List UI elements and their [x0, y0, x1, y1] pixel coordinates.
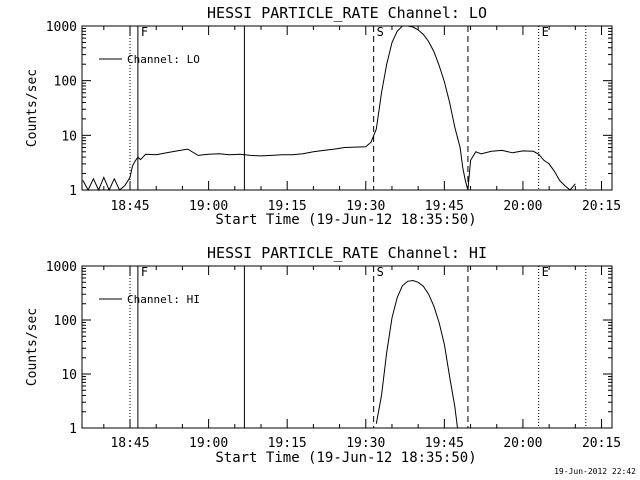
x-tick-label: 20:15 [582, 436, 621, 451]
event-marker-label: S [377, 25, 384, 39]
y-tick-label: 1 [69, 184, 77, 199]
x-tick-label: 19:15 [268, 436, 307, 451]
x-tick-label: 20:15 [582, 199, 621, 214]
y-axis-label: Counts/sec [25, 308, 40, 386]
x-tick-label: 19:15 [268, 199, 307, 214]
chart-title: HESSI PARTICLE_RATE Channel: HI [207, 244, 487, 262]
panel-2: HESSI PARTICLE_RATE Channel: HI 1 10 100 100… [25, 244, 621, 466]
x-tick-label: 19:30 [346, 199, 385, 214]
y-tick-label: 10 [61, 129, 77, 144]
y-tick-label: 100 [54, 314, 77, 329]
panel-1: HESSI PARTICLE_RATE Channel: LO 1 10 100 100… [25, 4, 621, 228]
y-tick-label: 1 [69, 422, 77, 437]
x-tick-label: 18:45 [110, 436, 149, 451]
chart-title: HESSI PARTICLE_RATE Channel: LO [207, 4, 487, 22]
x-tick-label: 19:30 [346, 436, 385, 451]
x-tick-label: 20:00 [503, 199, 542, 214]
x-axis-label: Start Time (19-Jun-12 18:35:50) [215, 450, 476, 466]
x-tick-label: 18:45 [110, 199, 149, 214]
event-marker-label: E [542, 25, 549, 39]
y-tick-label: 10 [61, 368, 77, 383]
legend-entry: Channel: HI [127, 293, 200, 306]
x-tick-label: 19:00 [189, 199, 228, 214]
x-axis-label: Start Time (19-Jun-12 18:35:50) [215, 212, 476, 228]
legend-entry: Channel: LO [127, 53, 200, 66]
y-tick-label: 1000 [46, 20, 77, 35]
x-tick-label: 19:45 [425, 436, 464, 451]
event-marker-label: E [542, 265, 549, 279]
x-tick-label: 20:00 [503, 436, 542, 451]
plot-frame [81, 265, 613, 429]
x-tick-label: 19:00 [189, 436, 228, 451]
series-line-1 [82, 25, 576, 192]
x-tick-label: 19:45 [425, 199, 464, 214]
y-tick-label: 1000 [46, 260, 77, 275]
y-tick-label: 100 [54, 75, 77, 90]
plot-frame [81, 25, 613, 191]
event-marker-label: F [141, 25, 148, 39]
y-axis-label: Counts/sec [25, 69, 40, 147]
event-marker-label: F [141, 265, 148, 279]
series-line-1 [375, 279, 458, 429]
footer-timestamp: 19-Jun-2012 22:42 [554, 467, 636, 476]
event-marker-label: S [377, 265, 384, 279]
